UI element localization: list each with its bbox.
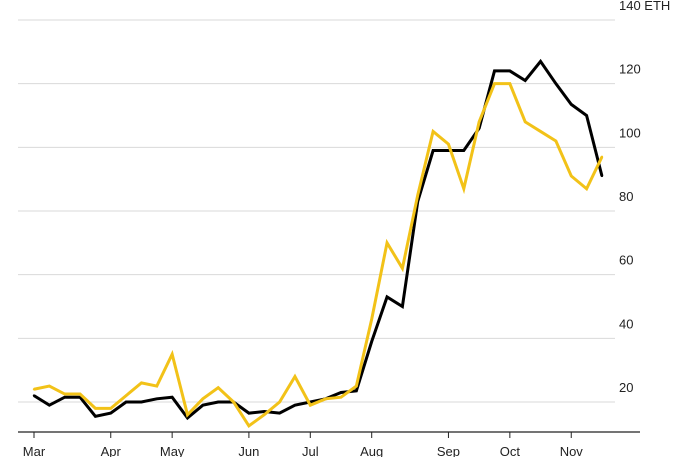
x-tick-label-jun: Jun (238, 444, 259, 457)
series-1-point-3 (78, 392, 82, 396)
series-1-point-34 (554, 139, 558, 143)
series-0-point-14 (247, 411, 251, 415)
series-0-point-22 (370, 340, 373, 343)
series-0-line (33, 58, 604, 421)
y-tick-label-100: 100 (619, 125, 641, 140)
series-0-point-28 (462, 149, 465, 152)
series-1-line (33, 82, 604, 429)
series-0-point-11 (201, 403, 205, 407)
series-1-point-18 (309, 403, 312, 407)
series-1-point-5 (109, 407, 112, 410)
series-1-point-10 (186, 413, 189, 416)
series-1-point-13 (232, 400, 235, 404)
series-0-point-30 (493, 69, 496, 73)
series-1-point-12 (217, 386, 220, 389)
series-1-point-28 (462, 187, 465, 190)
series-lines (32, 58, 604, 429)
series-0-point-36 (585, 114, 588, 117)
x-tick-label-nov: Nov (560, 444, 584, 457)
y-tick-label-20: 20 (619, 380, 633, 395)
series-0-point-4 (94, 415, 97, 418)
series-1-point-7 (140, 381, 143, 385)
series-1-point-15 (263, 413, 266, 416)
series-0-point-37 (600, 174, 604, 178)
series-0 (32, 58, 604, 421)
series-0-point-34 (554, 82, 558, 85)
series-1-point-31 (508, 82, 512, 85)
series-0-point-5 (109, 411, 112, 415)
series-0-point-16 (278, 411, 281, 415)
series-0-point-1 (48, 403, 51, 407)
series-0-point-24 (401, 305, 404, 308)
y-tick-label-80: 80 (619, 189, 633, 204)
series-0-point-32 (524, 79, 527, 82)
series-1-point-21 (355, 384, 358, 388)
series-1-point-6 (124, 394, 128, 397)
series-1-point-20 (339, 396, 343, 399)
x-tick-label-jul: Jul (302, 444, 319, 457)
series-1-point-4 (94, 407, 97, 410)
series-1-point-23 (385, 241, 389, 245)
series-1-point-19 (324, 397, 327, 401)
x-axis (18, 431, 640, 438)
series-0-point-33 (539, 60, 542, 63)
series-1-point-30 (493, 82, 496, 85)
series-1 (32, 82, 604, 429)
series-1-point-36 (585, 187, 588, 190)
series-0-point-20 (339, 391, 343, 394)
series-0-point-35 (570, 103, 573, 106)
series-1-point-11 (201, 397, 205, 401)
series-1-point-32 (524, 120, 527, 124)
series-1-point-25 (416, 193, 419, 197)
series-0-point-21 (355, 389, 358, 393)
x-tick-label-aug: Aug (360, 444, 383, 457)
series-0-point-31 (508, 69, 512, 73)
series-1-point-16 (278, 400, 281, 404)
series-0-point-8 (155, 397, 158, 401)
series-0-point-17 (293, 403, 297, 407)
y-tick-label-40: 40 (619, 316, 633, 331)
series-1-point-29 (477, 120, 481, 124)
series-0-point-15 (263, 410, 266, 413)
series-1-point-35 (570, 174, 573, 178)
series-1-point-33 (539, 130, 542, 133)
series-1-point-27 (447, 142, 450, 146)
series-1-point-0 (32, 388, 36, 391)
series-1-point-14 (247, 424, 251, 428)
series-1-point-17 (293, 375, 297, 378)
series-0-point-2 (63, 396, 66, 399)
x-tick-label-mar: Mar (23, 444, 46, 457)
series-1-point-37 (600, 155, 604, 159)
y-tick-label-120: 120 (619, 62, 641, 77)
x-tick-label-may: May (160, 444, 185, 457)
y-tick-label-60: 60 (619, 253, 633, 268)
series-1-point-1 (48, 384, 51, 388)
series-1-point-26 (431, 130, 435, 133)
series-0-point-26 (431, 149, 435, 152)
series-1-point-24 (401, 267, 404, 270)
x-tick-label-sep: Sep (437, 444, 460, 457)
y-tick-label-140: 140 ETH (619, 0, 670, 13)
series-1-point-2 (63, 392, 66, 396)
series-0-point-9 (170, 396, 174, 399)
series-0-point-12 (217, 400, 220, 404)
x-axis-labels: Mar Apr May Jun Jul Aug Sep Oct Nov (23, 444, 584, 457)
series-1-point-9 (170, 353, 174, 356)
series-0-point-7 (140, 400, 143, 404)
series-1-point-8 (155, 384, 158, 388)
series-0-point-6 (124, 400, 128, 404)
gridlines (18, 19, 615, 403)
series-1-point-22 (370, 318, 373, 321)
x-tick-label-apr: Apr (101, 444, 122, 457)
series-0-point-0 (32, 394, 36, 397)
x-tick-label-oct: Oct (500, 444, 521, 457)
y-axis-labels: 20 40 60 80 100 120 140 ETH (619, 0, 670, 395)
series-0-point-23 (385, 295, 389, 299)
